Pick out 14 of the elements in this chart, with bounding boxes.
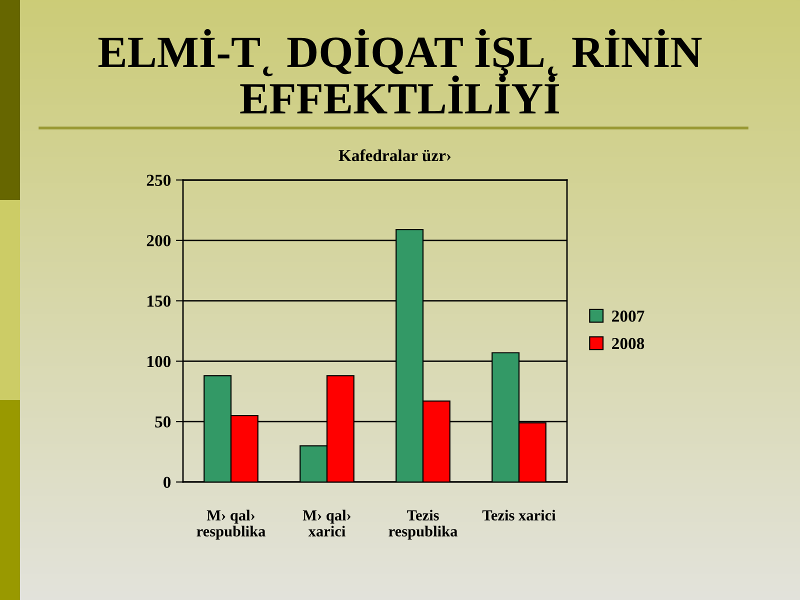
legend-label: 2007 <box>612 310 644 322</box>
chart-title: ELMİ-T˛ DQİQAT İŞL˛ RİNİN EFFEKTLİLİYİ <box>98 28 702 114</box>
chart-subtitle: Kafedralar üzr› <box>338 149 451 162</box>
y-tick-label: 200 <box>146 235 171 246</box>
y-tick-label: 250 <box>146 174 171 186</box>
y-tick-label: 100 <box>148 356 171 368</box>
x-tick-label: M› qal› xarici <box>302 510 350 537</box>
x-tick-label: Tezis respublika <box>388 510 458 540</box>
y-tick-label: 50 <box>155 416 171 428</box>
x-tick-label: Tezis xarici <box>482 510 556 521</box>
legend-label: 2008 <box>612 338 644 350</box>
y-tick-label: 150 <box>148 296 171 307</box>
y-tick-label: 0 <box>163 476 171 488</box>
x-tick-label: M› qal› respublika <box>196 510 266 540</box>
